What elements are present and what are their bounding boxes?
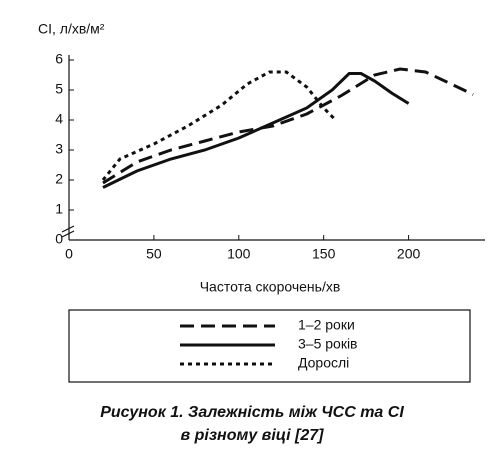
legend-label: 1–2 роки [298,317,355,333]
y-axis-label: СІ, л/хв/м² [38,21,105,37]
legend-label: Дорослі [298,355,349,371]
x-tick-label: 150 [312,246,336,262]
y-tick-label: 6 [55,51,63,67]
y-tick-label: 3 [55,141,63,157]
x-tick-label: 100 [227,246,251,262]
y-tick-label: 0 [55,231,63,247]
series-line [102,72,410,189]
y-tick-label: 4 [55,111,63,127]
x-tick-label: 0 [65,246,73,262]
x-tick-label: 50 [146,246,162,262]
y-tick-label: 2 [55,171,63,187]
series-line [102,67,474,185]
x-axis-label: Частота скорочень/хв [200,279,341,295]
legend-label: 3–5 років [298,336,358,352]
y-tick-label: 1 [55,201,63,217]
axis-break [61,225,75,238]
legend-box [68,309,471,383]
x-tick-label: 200 [397,246,421,262]
caption: Рисунок 1. Залежність між ЧСС та СІ [100,404,404,421]
y-tick-label: 5 [55,81,63,97]
caption: в різному віці [27] [181,427,325,444]
series-line [101,70,337,181]
